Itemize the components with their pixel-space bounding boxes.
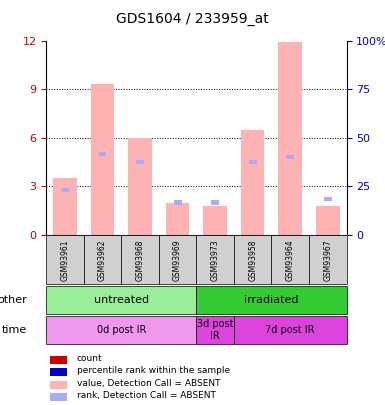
Text: GSM93958: GSM93958 [248, 240, 257, 281]
FancyBboxPatch shape [159, 235, 196, 284]
FancyBboxPatch shape [84, 235, 121, 284]
Bar [91, 84, 114, 235]
Bar [166, 202, 189, 235]
Text: GSM93973: GSM93973 [211, 240, 219, 281]
Bar [249, 160, 256, 164]
Text: GSM93968: GSM93968 [136, 240, 144, 281]
Bar [211, 200, 219, 205]
Bar [286, 155, 294, 159]
Bar [203, 206, 227, 235]
Bar [136, 160, 144, 164]
Bar [50, 368, 67, 376]
FancyBboxPatch shape [46, 235, 84, 284]
FancyBboxPatch shape [196, 235, 234, 284]
Text: GDS1604 / 233959_at: GDS1604 / 233959_at [116, 12, 269, 26]
FancyBboxPatch shape [196, 316, 234, 344]
FancyBboxPatch shape [196, 286, 346, 314]
Text: time: time [2, 325, 27, 335]
Text: percentile rank within the sample: percentile rank within the sample [77, 367, 230, 375]
Bar [316, 206, 340, 235]
Text: irradiated: irradiated [244, 295, 299, 305]
FancyBboxPatch shape [271, 235, 309, 284]
Text: GSM93969: GSM93969 [173, 240, 182, 281]
FancyBboxPatch shape [234, 235, 271, 284]
Bar [53, 178, 77, 235]
FancyBboxPatch shape [234, 316, 346, 344]
Text: GSM93961: GSM93961 [60, 240, 69, 281]
FancyBboxPatch shape [46, 286, 196, 314]
Text: 3d post
IR: 3d post IR [197, 319, 233, 341]
FancyBboxPatch shape [121, 235, 159, 284]
Bar [241, 130, 264, 235]
Text: other: other [0, 295, 27, 305]
FancyBboxPatch shape [46, 316, 196, 344]
Bar [50, 381, 67, 388]
Text: rank, Detection Call = ABSENT: rank, Detection Call = ABSENT [77, 391, 216, 401]
Text: count: count [77, 354, 102, 363]
Text: GSM93964: GSM93964 [286, 240, 295, 281]
FancyBboxPatch shape [309, 235, 346, 284]
Bar [174, 200, 181, 205]
Bar [99, 152, 106, 156]
Text: GSM93967: GSM93967 [323, 240, 332, 281]
Text: 0d post IR: 0d post IR [97, 325, 146, 335]
Text: untreated: untreated [94, 295, 149, 305]
Bar [128, 138, 152, 235]
Bar [324, 197, 331, 201]
Text: value, Detection Call = ABSENT: value, Detection Call = ABSENT [77, 379, 220, 388]
Bar [61, 188, 69, 192]
Text: 7d post IR: 7d post IR [265, 325, 315, 335]
Bar [50, 356, 67, 364]
Bar [50, 393, 67, 401]
Bar [278, 42, 302, 235]
Text: GSM93962: GSM93962 [98, 240, 107, 281]
